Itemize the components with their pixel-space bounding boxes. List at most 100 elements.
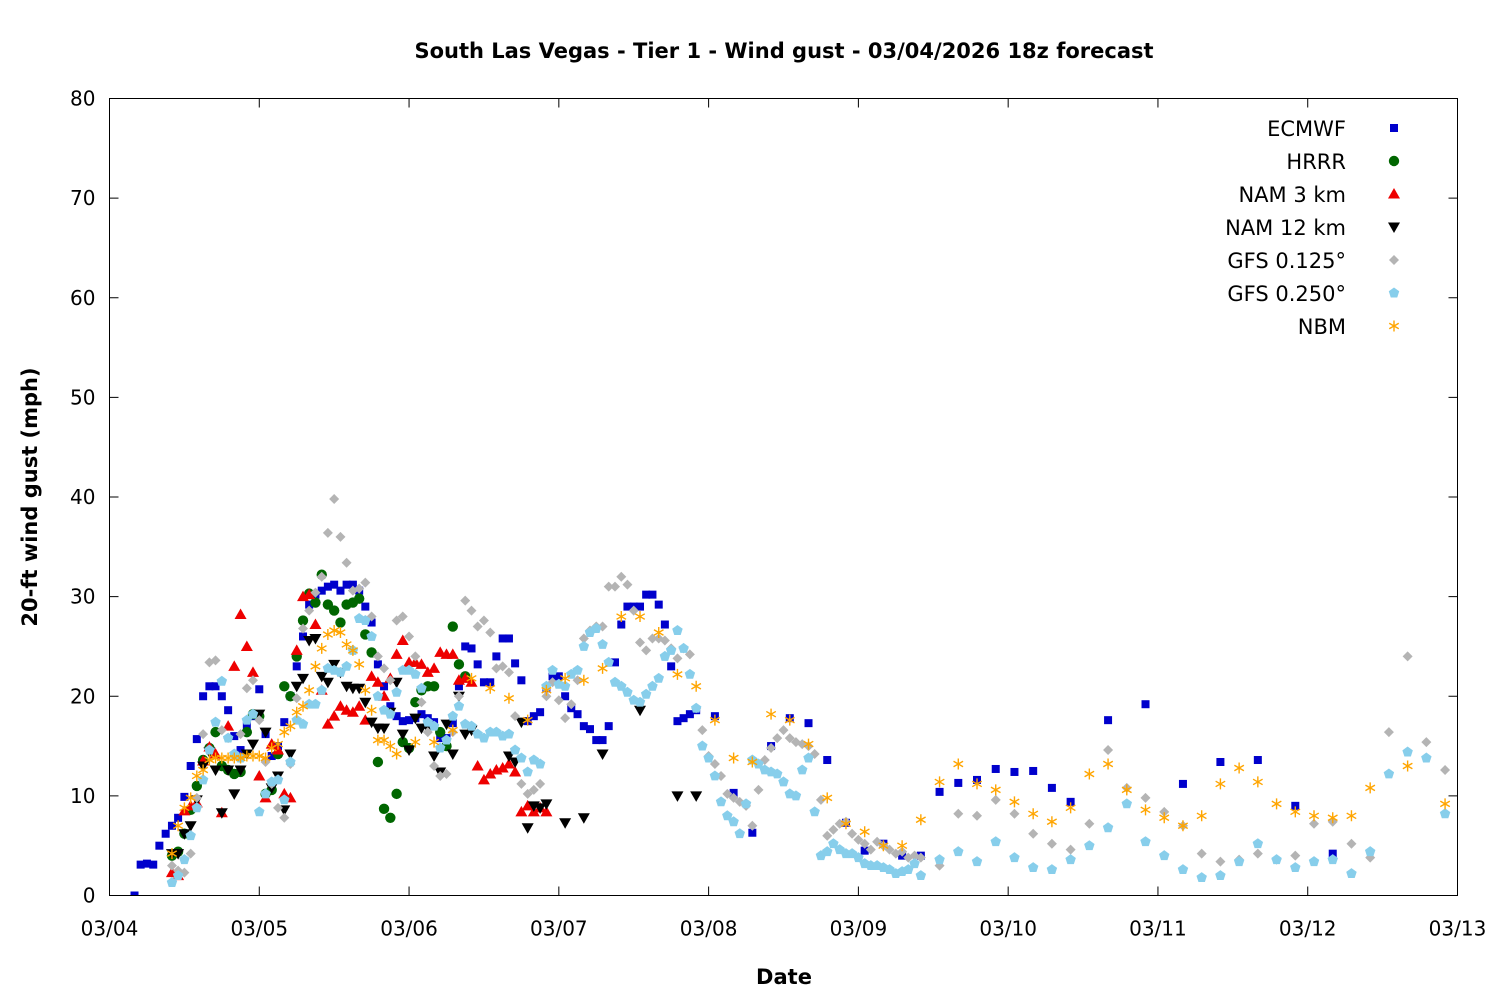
- point-gfs-0-250: [697, 740, 708, 751]
- point-ecmwf: [517, 676, 526, 685]
- point-gfs-0-250: [728, 816, 739, 827]
- point-hrrr: [385, 812, 396, 823]
- point-gfs-0-250: [1177, 864, 1189, 875]
- point-gfs-0-250: [204, 744, 215, 755]
- point-gfs-0-250: [210, 716, 221, 727]
- point-gfs-0-125: [1065, 844, 1076, 855]
- point-gfs-0-125: [503, 667, 514, 678]
- point-gfs-0-125: [672, 653, 683, 664]
- point-ecmwf: [136, 860, 145, 869]
- x-tick-label: 03/04: [81, 917, 139, 941]
- point-nbm: [747, 756, 758, 768]
- point-gfs-0-250: [1383, 768, 1395, 779]
- point-nbm: [347, 644, 359, 656]
- point-nbm: [366, 704, 377, 716]
- point-gfs-0-125: [310, 587, 321, 598]
- point-gfs-0-125: [1215, 856, 1226, 867]
- point-gfs-0-250: [509, 744, 521, 755]
- point-gfs-0-250: [616, 680, 627, 691]
- point-nam-3-km: [303, 588, 316, 600]
- point-gfs-0-125: [1383, 727, 1394, 738]
- point-ecmwf: [342, 580, 351, 589]
- point-nbm: [335, 626, 346, 638]
- point-ecmwf: [330, 580, 339, 589]
- point-gfs-0-250: [254, 806, 265, 817]
- point-gfs-0-250: [1421, 752, 1432, 763]
- x-tick-label: 03/11: [1129, 917, 1187, 941]
- point-nbm: [634, 611, 646, 623]
- point-gfs-0-250: [316, 684, 327, 695]
- point-nbm: [372, 734, 384, 746]
- point-gfs-0-250: [690, 702, 702, 713]
- point-nbm: [1327, 812, 1338, 824]
- point-ecmwf: [654, 600, 663, 609]
- point-ecmwf: [205, 682, 214, 691]
- point-nbm: [297, 700, 309, 712]
- point-nbm: [672, 668, 683, 680]
- point-gfs-0-250: [310, 698, 321, 709]
- point-ecmwf: [461, 642, 470, 651]
- point-nbm: [447, 724, 458, 736]
- point-nbm: [322, 628, 333, 640]
- point-nbm: [1346, 810, 1357, 822]
- point-nam-3-km: [521, 799, 534, 811]
- point-ecmwf: [611, 658, 619, 667]
- point-ecmwf: [361, 602, 370, 611]
- point-gfs-0-250: [216, 675, 228, 686]
- point-nam-12-km: [534, 803, 547, 814]
- point-nbm: [522, 714, 533, 726]
- point-ecmwf: [991, 764, 1000, 773]
- y-tick-label: 0: [83, 884, 96, 908]
- point-nbm: [428, 736, 440, 748]
- point-nam-3-km: [278, 787, 291, 799]
- point-gfs-0-250: [1009, 852, 1020, 863]
- point-ecmwf: [167, 821, 176, 830]
- point-nam-3-km: [328, 710, 341, 721]
- legend-marker-gfs-0-250: [1388, 287, 1400, 298]
- point-gfs-0-125: [497, 661, 508, 672]
- point-ecmwf: [192, 735, 201, 744]
- point-gfs-0-250: [753, 758, 764, 769]
- point-ecmwf: [392, 712, 401, 721]
- point-nam-3-km: [396, 634, 409, 645]
- point-nbm: [878, 840, 889, 852]
- point-nbm: [185, 792, 196, 804]
- point-gfs-0-125: [747, 820, 758, 831]
- point-nam-12-km: [215, 808, 228, 819]
- point-gfs-0-125: [778, 725, 789, 736]
- point-nam-3-km: [346, 706, 359, 717]
- point-ecmwf: [592, 736, 601, 745]
- point-ecmwf: [1253, 756, 1262, 765]
- legend-label-gfs-0-125: GFS 0.125°: [1227, 249, 1346, 273]
- legend-marker-hrrr: [1388, 155, 1400, 167]
- x-tick-label: 03/12: [1279, 917, 1337, 941]
- point-gfs-0-125: [722, 788, 733, 799]
- point-nam-12-km: [246, 739, 259, 751]
- point-gfs-0-125: [753, 784, 764, 795]
- point-ecmwf: [536, 708, 545, 717]
- point-gfs-0-250: [279, 794, 290, 805]
- point-nbm: [204, 754, 215, 766]
- y-tick-label: 40: [70, 485, 95, 509]
- point-gfs-0-250: [672, 625, 683, 635]
- point-gfs-0-250: [522, 766, 533, 777]
- legend-label-hrrr: HRRR: [1286, 150, 1346, 174]
- point-ecmwf: [380, 682, 389, 691]
- point-nam-3-km: [496, 761, 509, 773]
- point-gfs-0-250: [341, 660, 352, 671]
- point-nam-12-km: [521, 823, 534, 834]
- point-nbm: [784, 714, 795, 726]
- point-gfs-0-125: [466, 605, 477, 616]
- point-hrrr: [447, 621, 458, 632]
- point-gfs-0-250: [260, 788, 271, 799]
- point-gfs-0-250: [1402, 746, 1413, 757]
- point-ecmwf: [673, 717, 682, 726]
- point-ecmwf: [180, 792, 189, 801]
- point-gfs-0-250: [722, 810, 733, 821]
- point-ecmwf: [598, 736, 607, 745]
- point-nbm: [1234, 762, 1245, 774]
- point-ecmwf: [436, 734, 445, 743]
- y-tick-label: 20: [70, 684, 95, 708]
- x-tick-label: 03/10: [979, 917, 1037, 941]
- point-gfs-0-125: [528, 784, 539, 795]
